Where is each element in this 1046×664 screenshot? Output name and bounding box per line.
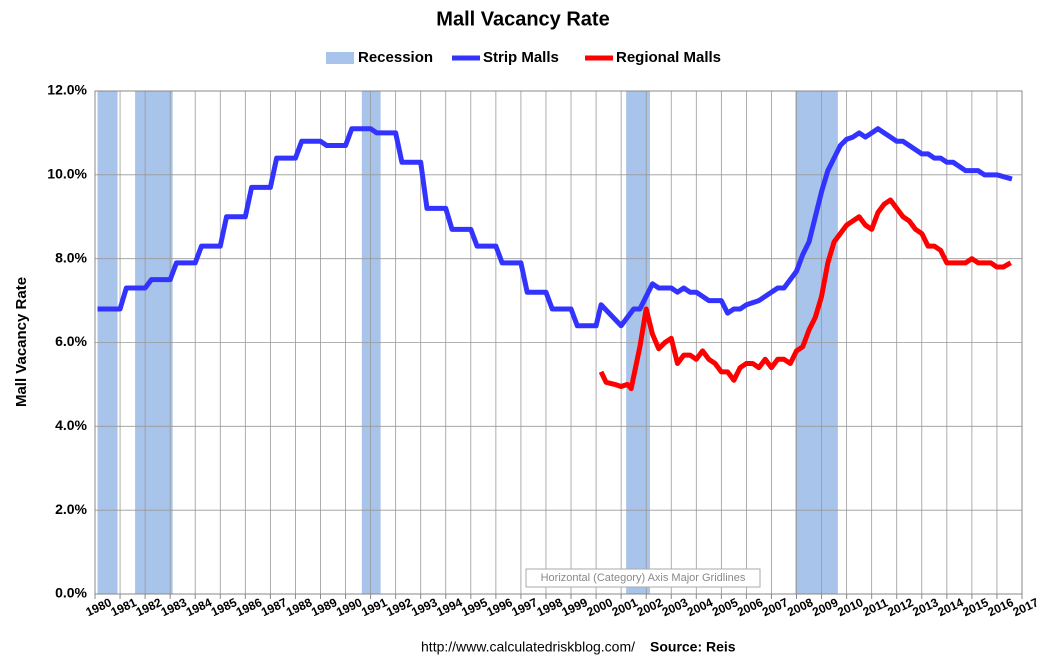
y-tick-label: 8.0% [55,249,87,265]
chart-title: Mall Vacancy Rate [436,8,609,30]
y-tick-label: 2.0% [55,501,87,517]
plot-border [94,90,1023,595]
legend-label: Recession [358,49,433,66]
legend-label: Regional Malls [616,49,721,66]
series-line [97,126,1013,329]
series-line [598,197,1012,392]
source-url: http://www.calculatedriskblog.com/ [421,639,635,655]
y-tick-label: 12.0% [47,82,87,98]
tooltip-box [525,568,761,588]
y-tick-label: 10.0% [47,166,87,182]
y-tick-label: 6.0% [55,333,87,349]
y-tick-label: 0.0% [55,585,87,601]
legend-label: Strip Malls [483,49,559,66]
legend-swatch [326,52,354,64]
source: Source: Reis [650,639,736,655]
y-tick-label: 4.0% [55,417,87,433]
y-axis-label: Mall Vacancy Rate [13,277,30,407]
x-tick-label: 2017 [1011,595,1041,619]
tooltip: Horizontal (Category) Axis Major Gridlin… [541,572,746,584]
